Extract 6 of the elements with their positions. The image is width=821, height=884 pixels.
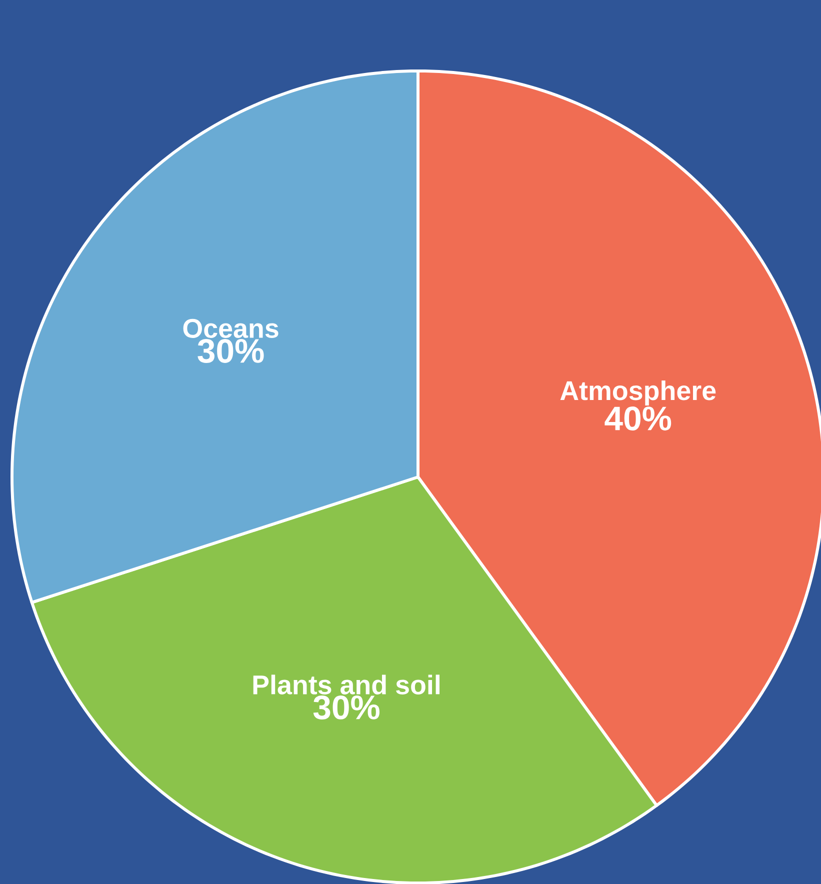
slice-label: Oceans <box>183 318 278 338</box>
data-label: 30% <box>313 695 380 720</box>
data-label: 30% <box>198 338 264 363</box>
data-label: 40% <box>604 406 672 431</box>
slice-label: Atmosphere <box>560 380 716 406</box>
slice-label: Plants and soil <box>253 674 440 694</box>
